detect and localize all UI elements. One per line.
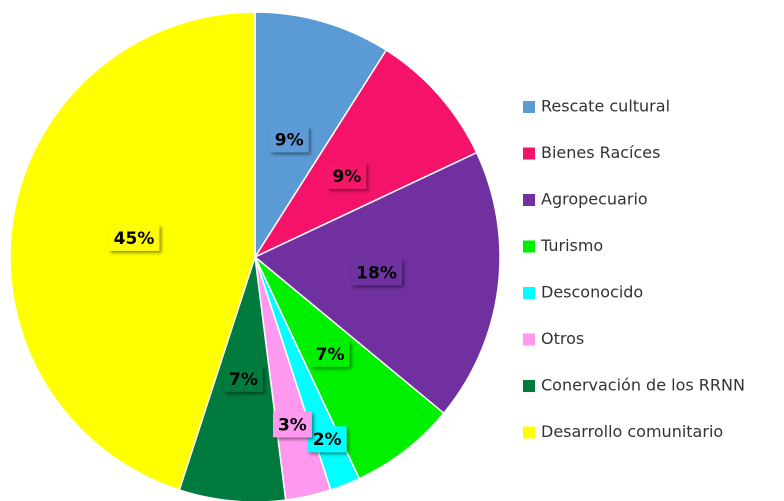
legend-swatch bbox=[523, 101, 535, 113]
data-label: 9% bbox=[269, 126, 309, 153]
data-label-box bbox=[351, 259, 402, 286]
data-label-box bbox=[307, 426, 347, 453]
data-label: 3% bbox=[272, 411, 312, 438]
data-label: 2% bbox=[307, 426, 347, 453]
legend-swatch bbox=[523, 240, 535, 253]
legend-swatch bbox=[523, 147, 535, 160]
data-label-text: 9% bbox=[275, 130, 304, 150]
data-label-text: 7% bbox=[316, 345, 345, 365]
data-label-text: 18% bbox=[356, 263, 397, 283]
legend-swatch bbox=[523, 194, 535, 206]
data-label-box bbox=[272, 411, 312, 438]
pie-slice bbox=[252, 49, 478, 259]
legend-label: Otros bbox=[541, 329, 584, 348]
legend-swatch bbox=[523, 333, 535, 346]
data-label-text: 7% bbox=[229, 370, 258, 390]
pie-slice bbox=[254, 11, 388, 260]
data-label: 45% bbox=[108, 224, 160, 251]
legend-swatch bbox=[523, 426, 535, 439]
data-label: 9% bbox=[327, 162, 367, 189]
legend-label: Desconocido bbox=[541, 283, 643, 302]
data-label: 7% bbox=[224, 365, 263, 392]
data-label-text: 45% bbox=[114, 229, 155, 249]
data-label-box bbox=[224, 365, 263, 392]
data-label-text: 9% bbox=[332, 167, 361, 187]
data-label: 7% bbox=[310, 340, 350, 367]
legend-label: Bienes Racíces bbox=[541, 143, 660, 162]
legend-label: Turismo bbox=[540, 236, 603, 255]
data-label-box bbox=[108, 224, 160, 251]
data-label-box bbox=[327, 162, 367, 189]
legend-swatch bbox=[523, 380, 535, 392]
legend-label: Rescate cultural bbox=[541, 97, 670, 116]
data-label-text: 2% bbox=[313, 430, 342, 450]
pie-slice bbox=[254, 256, 445, 480]
legend-label: Agropecuario bbox=[541, 190, 648, 209]
legend-label: Desarrollo comunitario bbox=[541, 422, 723, 441]
data-label-box bbox=[269, 126, 309, 153]
pie-slice bbox=[9, 11, 256, 491]
legend-label: Conervación de los RRNN bbox=[541, 376, 745, 395]
data-label-text: 3% bbox=[278, 415, 307, 435]
legend-swatch bbox=[523, 287, 535, 299]
data-label: 18% bbox=[351, 259, 402, 286]
data-label-box bbox=[310, 340, 350, 367]
